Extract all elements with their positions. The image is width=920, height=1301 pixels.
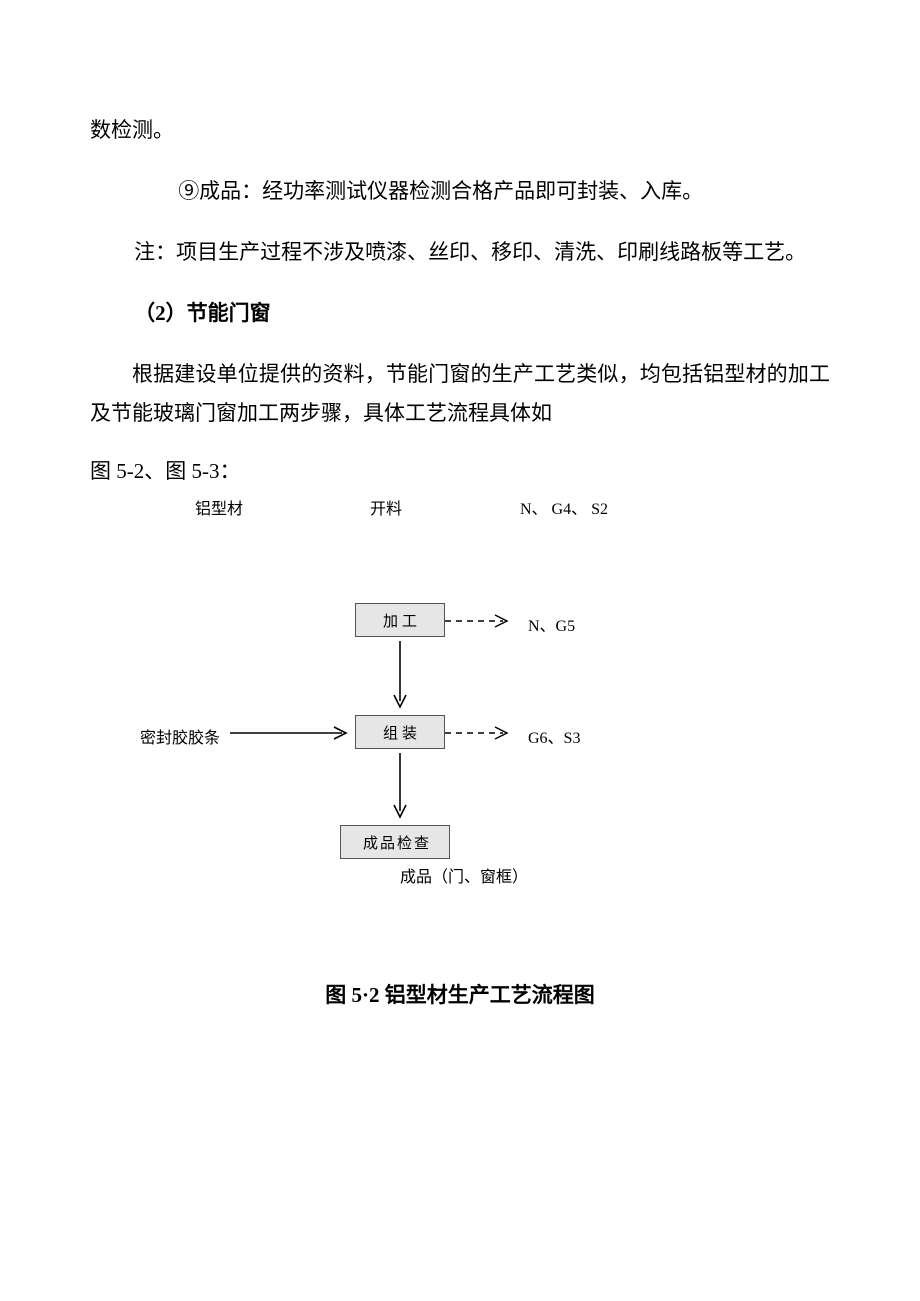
arrow-side-in-icon	[230, 732, 355, 742]
heading-2: （2）节能门窗	[90, 294, 830, 334]
arrow-down-2-icon	[393, 753, 407, 823]
flowchart: 铝型材 开料 N、 G4、 S2 加工 N、G5 组装 G6、S3 密封胶胶条	[90, 495, 830, 925]
flow-output-zuzhuang: G6、S3	[528, 724, 580, 748]
flow-box-chengpin: 成品检查	[340, 825, 450, 859]
flow-caption-sub: 成品（门、窗框）	[400, 863, 528, 887]
flow-top-label-a: 铝型材	[195, 495, 243, 519]
paragraph-3: 注：项目生产过程不涉及喷漆、丝印、移印、清洗、印刷线路板等工艺。	[90, 233, 830, 273]
flow-side-input: 密封胶胶条	[140, 724, 220, 748]
flow-box-jiagong: 加工	[355, 603, 445, 637]
arrow-down-1-icon	[393, 641, 407, 713]
flow-box-zuzhuang: 组装	[355, 715, 445, 749]
flow-top-label-b: 开料	[370, 495, 402, 519]
arrow-jiagong-out-icon	[445, 620, 515, 630]
paragraph-2: ⑨成品：经功率测试仪器检测合格产品即可封装、入库。	[90, 172, 830, 212]
flow-top-label-c: N、 G4、 S2	[520, 495, 608, 519]
figure-refs: 图 5-2、图 5-3：	[90, 455, 830, 485]
paragraph-4: 根据建设单位提供的资料，节能门窗的生产工艺类似，均包括铝型材的加工及节能玻璃门窗…	[90, 355, 830, 435]
flow-output-jiagong: N、G5	[528, 612, 575, 636]
arrow-zuzhuang-out-icon	[445, 732, 515, 742]
figure-title: 图 5·2 铝型材生产工艺流程图	[90, 979, 830, 1009]
paragraph-1: 数检测。	[90, 111, 830, 151]
